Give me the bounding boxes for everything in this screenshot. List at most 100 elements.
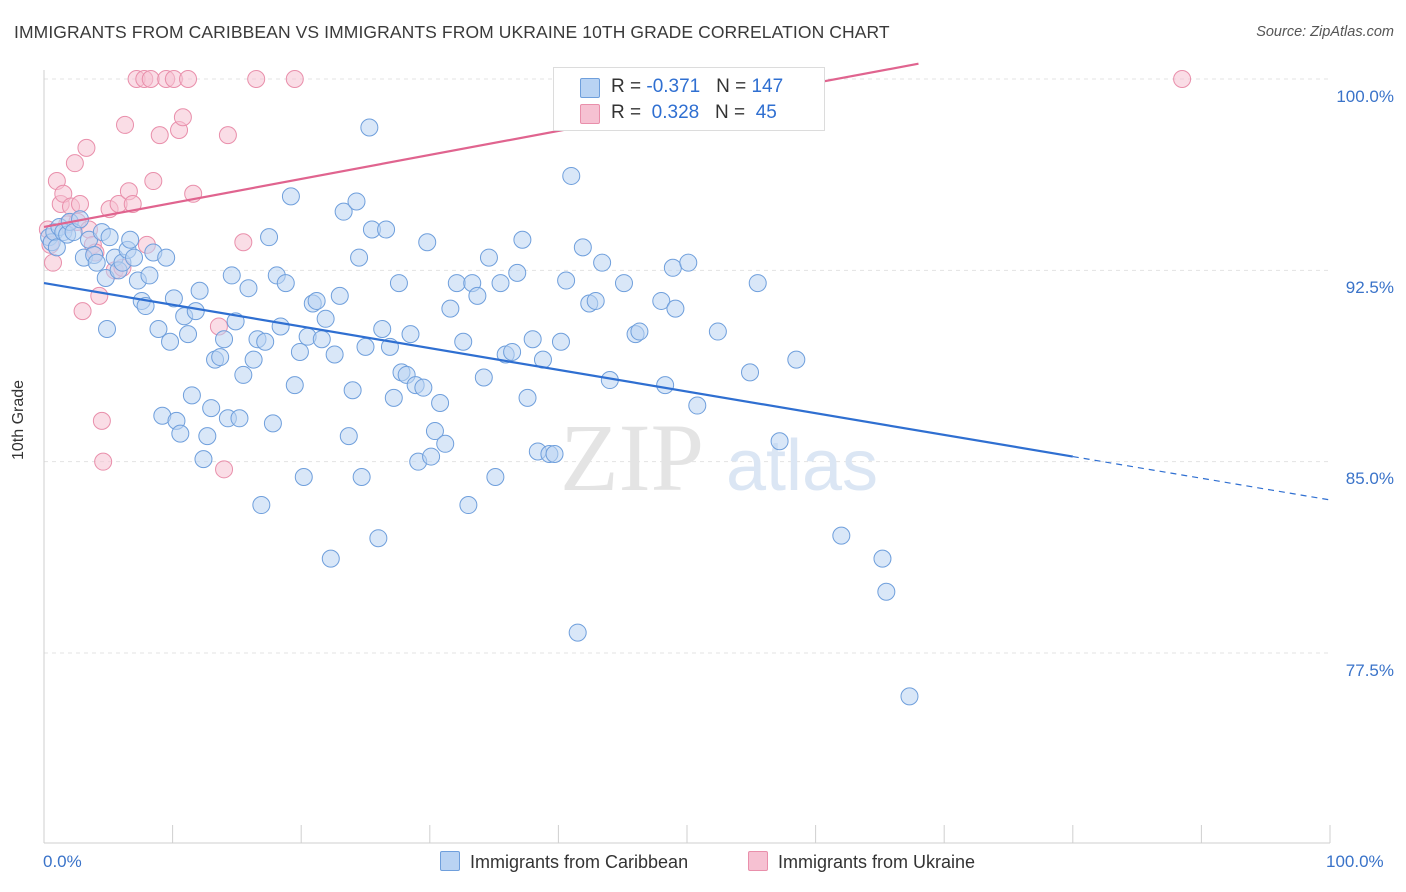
caribbean-point [161,332,180,351]
caribbean-point [877,582,896,601]
caribbean-point [285,376,304,395]
caribbean-point [121,230,140,249]
ukraine-point [1173,70,1192,88]
x-tick-label-min: 0.0% [43,852,82,871]
ukraine-point [247,70,266,88]
caribbean-point [418,233,437,252]
caribbean-point [271,317,290,336]
caribbean-point [194,450,213,469]
r-label: R = [611,102,647,123]
ukraine-point [141,70,160,88]
ukraine-point [90,286,109,305]
ukraine-point [123,195,142,214]
caribbean-point [513,230,532,249]
caribbean-point [190,281,209,300]
caribbean-point [47,238,66,257]
ukraine-point [215,460,234,479]
caribbean-point [352,467,371,486]
x-tick-label-max: 100.0% [1326,852,1384,871]
caribbean-point [593,253,612,272]
caribbean-point [384,388,403,407]
ukraine-point [285,70,304,88]
caribbean-point [222,266,241,285]
caribbean-point [125,248,144,267]
caribbean-point [149,320,168,339]
caribbean-point [474,368,493,387]
caribbean-point [422,447,441,466]
caribbean-point [350,248,369,267]
caribbean-point [215,330,234,349]
caribbean-trend-extension [1072,455,1331,501]
ukraine-point [179,70,198,88]
caribbean-point [211,348,230,367]
caribbean-point [708,322,727,341]
caribbean-point [321,549,340,568]
caribbean-point [414,378,433,397]
caribbean-point [503,342,522,361]
ukraine-swatch [580,104,600,124]
caribbean-point [334,202,353,221]
caribbean-point [347,192,366,211]
caribbean-point [343,381,362,400]
caribbean-point [234,365,253,384]
caribbean-point [447,274,466,293]
ukraine-point [44,253,63,272]
caribbean-point [256,332,275,351]
caribbean-legend-swatch [440,851,460,871]
caribbean-point [244,350,263,369]
ukraine-point [73,302,92,321]
caribbean-point [312,330,331,349]
caribbean-point [164,289,183,308]
y-tick-label-85: 85.0% [1345,469,1394,488]
ukraine-point [94,452,113,471]
caribbean-point [523,330,542,349]
caribbean-point [663,258,682,277]
gridlines [44,78,1330,654]
caribbean-point [459,496,478,515]
caribbean-point [316,309,335,328]
caribbean-point [656,376,675,395]
legend-item-ukraine: Immigrants from Ukraine [748,851,975,873]
caribbean-point [330,286,349,305]
caribbean-point [179,325,198,344]
caribbean-point [369,529,388,548]
caribbean-point [688,396,707,415]
correlation-legend: R = -0.371 N = 147 R = 0.328 N = 45 [553,67,825,131]
n-value-caribbean: 147 [751,76,784,97]
caribbean-point [741,363,760,382]
caribbean-point [468,286,487,305]
caribbean-point [377,220,396,239]
caribbean-point [454,332,473,351]
caribbean-point [431,393,450,412]
caribbean-point [436,434,455,453]
caribbean-point [679,253,698,272]
y-tick-label-92-5: 92.5% [1345,278,1394,297]
ukraine-point [71,195,90,214]
caribbean-point [360,118,379,137]
caribbean-point [87,253,106,272]
caribbean-point [356,337,375,356]
caribbean-point [614,274,633,293]
caribbean-point [562,166,581,185]
caribbean-point [586,291,605,310]
ukraine-legend-label: Immigrants from Ukraine [778,852,976,872]
caribbean-point [307,291,326,310]
caribbean-legend-label: Immigrants from Caribbean [470,852,689,872]
caribbean-point [373,320,392,339]
source-credit: Source: ZipAtlas.com [1256,24,1394,40]
caribbean-point [157,248,176,267]
caribbean-point [171,424,190,443]
n-label: N = [715,102,751,123]
caribbean-point [202,399,221,418]
caribbean-point [325,345,344,364]
caribbean-point [508,263,527,282]
ukraine-point [77,138,96,157]
caribbean-point [182,386,201,405]
caribbean-point [770,432,789,451]
y-tick-label-100: 100.0% [1336,87,1394,106]
caribbean-point [479,248,498,267]
n-label: N = [716,76,752,97]
caribbean-point [98,320,117,339]
caribbean-point [198,427,217,446]
